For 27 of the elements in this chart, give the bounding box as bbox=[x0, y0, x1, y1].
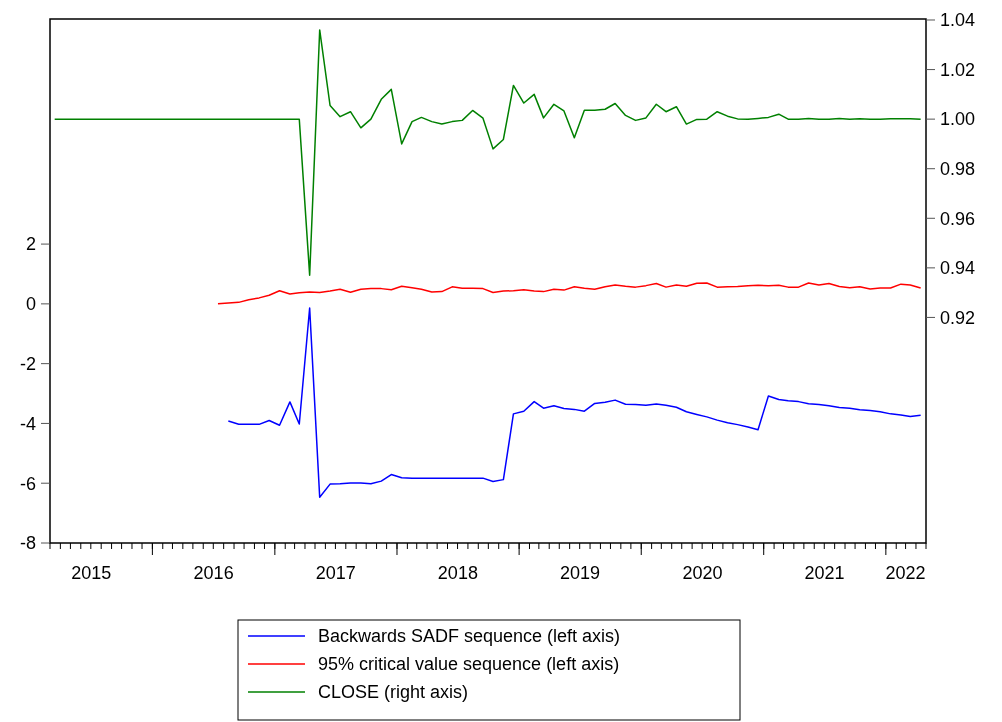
line-series bbox=[217, 282, 922, 305]
y2-tick-label: 0.96 bbox=[940, 208, 976, 229]
legend-label: 95% critical value sequence (left axis) bbox=[318, 654, 620, 675]
y-tick-label: 0 bbox=[25, 294, 36, 315]
y-tick-label: 2 bbox=[25, 234, 36, 255]
x-tick-label: 2022 bbox=[885, 563, 926, 583]
legend-label: Backwards SADF sequence (left axis) bbox=[318, 626, 621, 647]
y-tick-label: -2 bbox=[19, 353, 36, 374]
line-series bbox=[227, 307, 922, 499]
x-tick-label: 2019 bbox=[559, 563, 601, 583]
x-tick-label: 2016 bbox=[193, 563, 234, 583]
x-tick-label: 2021 bbox=[804, 563, 845, 583]
x-tick-label: 2020 bbox=[682, 563, 723, 583]
y-tick-label: -8 bbox=[19, 533, 36, 554]
y2-tick-label: 0.92 bbox=[940, 307, 976, 328]
y2-tick-label: 1.02 bbox=[940, 59, 976, 80]
y2-tick-label: 0.94 bbox=[940, 258, 976, 279]
x-tick-label: 2018 bbox=[437, 563, 478, 583]
x-tick-label: 2017 bbox=[315, 563, 356, 583]
line-series bbox=[53, 29, 922, 277]
legend-label: CLOSE (right axis) bbox=[318, 682, 469, 703]
y2-tick-label: 1.04 bbox=[940, 10, 976, 31]
y2-tick-label: 1.00 bbox=[940, 109, 976, 130]
y-tick-label: -4 bbox=[19, 413, 36, 434]
y2-tick-label: 0.98 bbox=[940, 159, 976, 180]
y-tick-label: -6 bbox=[19, 473, 36, 494]
x-tick-label: 2015 bbox=[71, 563, 112, 583]
